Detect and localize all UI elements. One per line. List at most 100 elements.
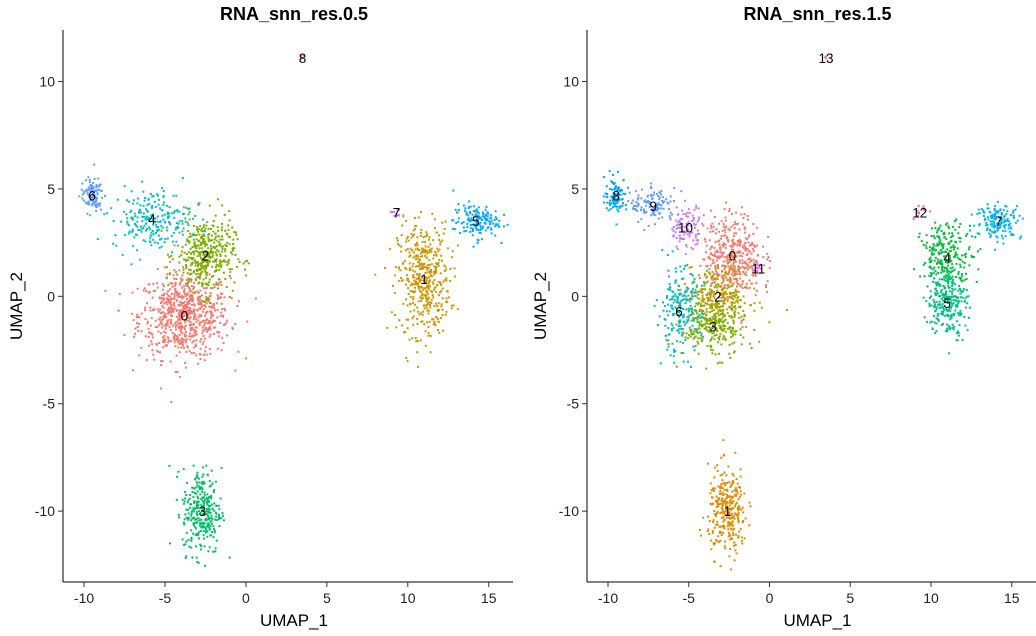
- point: [996, 222, 999, 225]
- point: [201, 227, 204, 230]
- point: [922, 296, 925, 299]
- point: [88, 188, 91, 191]
- point: [730, 512, 733, 515]
- point: [949, 250, 952, 253]
- point: [212, 319, 215, 322]
- point: [731, 529, 734, 532]
- point: [677, 289, 680, 292]
- point: [948, 328, 951, 331]
- point: [187, 279, 190, 282]
- point: [182, 213, 185, 216]
- point: [953, 220, 956, 223]
- point: [721, 487, 724, 490]
- cluster-label: 6: [88, 188, 96, 203]
- point: [935, 306, 938, 309]
- point: [746, 287, 749, 290]
- cluster-label: 4: [943, 251, 951, 266]
- point: [991, 216, 994, 219]
- point: [198, 519, 201, 522]
- point: [721, 506, 724, 509]
- point: [90, 189, 93, 192]
- point: [703, 238, 706, 241]
- point: [412, 296, 415, 299]
- point: [746, 247, 749, 250]
- point: [951, 291, 954, 294]
- point: [949, 257, 952, 260]
- point: [215, 302, 218, 305]
- point: [197, 485, 200, 488]
- point: [160, 297, 163, 300]
- point: [173, 297, 176, 300]
- point: [164, 213, 167, 216]
- point: [92, 195, 95, 198]
- point: [672, 291, 675, 294]
- point: [185, 206, 188, 209]
- point: [403, 259, 406, 262]
- point: [300, 57, 303, 60]
- point: [938, 236, 941, 239]
- point: [201, 490, 204, 493]
- point: [960, 289, 963, 292]
- point: [754, 273, 757, 276]
- point: [721, 504, 724, 507]
- point: [396, 243, 399, 246]
- point: [420, 297, 423, 300]
- point: [741, 252, 744, 255]
- point: [205, 274, 208, 277]
- point: [1016, 219, 1019, 222]
- point: [963, 261, 966, 264]
- point: [758, 272, 761, 275]
- point: [725, 271, 728, 274]
- point: [215, 258, 218, 261]
- point: [620, 188, 623, 191]
- point: [138, 316, 141, 319]
- point: [479, 216, 482, 219]
- point: [492, 222, 495, 225]
- point: [148, 217, 151, 220]
- point: [137, 229, 140, 232]
- point: [721, 491, 724, 494]
- point: [996, 236, 999, 239]
- point: [167, 290, 170, 293]
- point: [692, 337, 695, 340]
- point: [741, 542, 744, 545]
- point: [995, 210, 998, 213]
- point: [194, 250, 197, 253]
- point: [745, 282, 748, 285]
- point: [176, 210, 179, 213]
- point: [644, 204, 647, 207]
- point: [411, 301, 414, 304]
- point: [175, 298, 178, 301]
- point: [954, 295, 957, 298]
- point: [714, 317, 717, 320]
- point: [688, 314, 691, 317]
- point: [628, 191, 631, 194]
- point: [679, 222, 682, 225]
- point: [679, 340, 682, 343]
- point: [421, 251, 424, 254]
- point: [699, 305, 702, 308]
- point: [144, 335, 147, 338]
- point: [192, 523, 195, 526]
- point: [944, 279, 947, 282]
- point: [732, 515, 735, 518]
- point: [423, 307, 426, 310]
- point: [167, 309, 170, 312]
- point: [704, 240, 707, 243]
- point: [189, 494, 192, 497]
- point: [179, 375, 182, 378]
- point: [223, 259, 226, 262]
- point: [247, 262, 250, 265]
- point: [197, 230, 200, 233]
- point: [617, 210, 620, 213]
- point: [716, 540, 719, 543]
- point: [637, 202, 640, 205]
- point: [711, 352, 714, 355]
- point: [103, 194, 106, 197]
- point: [189, 327, 192, 330]
- point: [713, 560, 716, 563]
- point: [409, 269, 412, 272]
- point: [445, 268, 448, 271]
- point: [167, 298, 170, 301]
- point: [136, 287, 139, 290]
